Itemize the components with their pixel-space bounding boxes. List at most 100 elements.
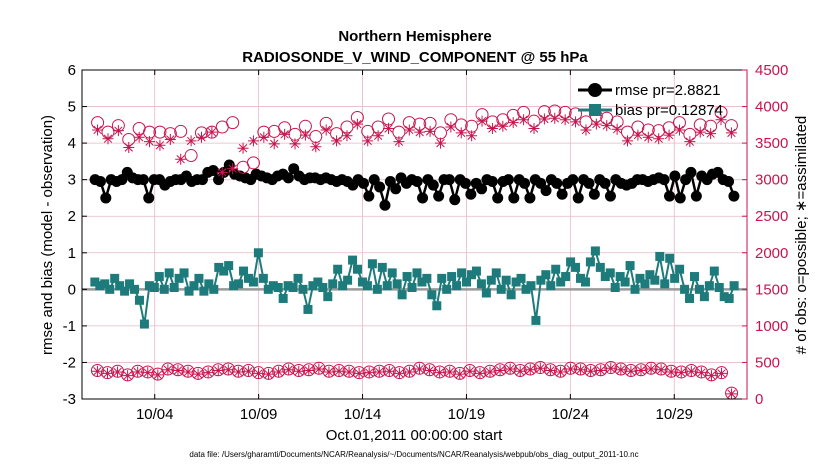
x-tick-label: 10/04 xyxy=(136,406,174,423)
obs-assimilated-point xyxy=(534,362,546,374)
obs-assimilated-point xyxy=(424,125,436,137)
obs-assimilated-point xyxy=(363,367,375,379)
obs-assimilated-point xyxy=(247,135,259,147)
rmse-point xyxy=(282,172,294,184)
bias-point xyxy=(90,277,100,287)
obs-assimilated-point xyxy=(665,366,677,378)
rmse-point xyxy=(476,183,488,195)
bias-point xyxy=(452,281,462,291)
obs-assimilated-point xyxy=(202,367,214,379)
obs-assimilated-point xyxy=(362,135,374,147)
obs-assimilated-point xyxy=(182,366,194,378)
obs-assimilated-point xyxy=(497,120,509,132)
bias-point xyxy=(680,284,690,294)
obs-assimilated-point xyxy=(554,366,566,378)
rmse-point xyxy=(567,174,579,186)
bias-point xyxy=(724,293,734,303)
obs-assimilated-point xyxy=(303,364,315,376)
bias-point xyxy=(580,277,590,287)
y-ticks-right: 0 500 1000 1500 2000 2500 3000 3500 4000 4500 xyxy=(742,62,788,408)
bias-point xyxy=(457,268,467,278)
obs-assimilated-point xyxy=(299,129,311,141)
rmse-point xyxy=(572,192,584,204)
obs-assimilated-point xyxy=(464,365,476,377)
bias-point xyxy=(635,273,645,283)
obs-assimilated-point xyxy=(544,364,556,376)
bias-point xyxy=(110,273,120,283)
bias-point xyxy=(134,295,144,305)
obs-assimilated-point xyxy=(320,124,332,136)
obs-assimilated-point xyxy=(268,138,280,150)
obs-assimilated-point xyxy=(635,364,647,376)
bias-point xyxy=(526,281,536,291)
bias-point xyxy=(650,275,660,285)
obs-assimilated-point xyxy=(192,368,204,380)
rmse-point xyxy=(690,190,702,202)
bias-point xyxy=(585,257,595,267)
obs-assimilated-point xyxy=(622,135,634,147)
obs-assimilated-point xyxy=(514,365,526,377)
y-tick-label-right: 2000 xyxy=(755,245,788,262)
rmse-point xyxy=(427,179,439,191)
bias-point xyxy=(243,273,253,283)
obs-assimilated-point xyxy=(195,131,207,143)
obs-possible-point xyxy=(184,149,198,163)
obs-assimilated-point xyxy=(538,113,550,125)
obs-assimilated-point xyxy=(549,112,561,124)
obs-assimilated-point xyxy=(206,126,218,138)
obs-assimilated-point xyxy=(705,370,717,382)
x-tick-label: 10/29 xyxy=(655,406,693,423)
obs-assimilated-point xyxy=(102,133,114,145)
obs-assimilated-point xyxy=(615,364,627,376)
rmse-point xyxy=(604,190,616,202)
obs-assimilated-point xyxy=(216,166,228,178)
series-rmse xyxy=(89,159,740,211)
bias-point xyxy=(689,272,699,282)
bias-point xyxy=(258,273,268,283)
chart-title: Northern Hemisphere xyxy=(338,28,491,45)
obs-assimilated-point xyxy=(675,367,687,379)
bias-point xyxy=(348,255,358,265)
footer-data-file: data file: /Users/gharamti/Documents/NCA… xyxy=(189,450,638,459)
rmse-point xyxy=(664,190,676,202)
obs-assimilated-point xyxy=(92,124,104,136)
obs-assimilated-point xyxy=(726,388,738,400)
obs-assimilated-point xyxy=(685,365,697,377)
obs-assimilated-point xyxy=(232,366,244,378)
obs-assimilated-point xyxy=(632,129,644,141)
rmse-point xyxy=(374,181,386,193)
y-axis-label-right: # of obs: o=possible; ∗=assimilated xyxy=(793,116,810,355)
obs-assimilated-point xyxy=(595,364,607,376)
obs-assimilated-point xyxy=(611,123,623,135)
y-tick-label-right: 3500 xyxy=(755,135,788,152)
rmse-point xyxy=(486,175,498,187)
obs-assimilated-point xyxy=(383,122,395,134)
obs-possible-point xyxy=(153,125,167,139)
obs-assimilated-point xyxy=(504,363,516,375)
obs-assimilated-point xyxy=(684,136,696,148)
y-tick-label-left: 3 xyxy=(68,172,76,189)
bias-point xyxy=(239,266,249,276)
legend-rmse-text: rmse pr=2.8821 xyxy=(615,82,720,99)
bias-point xyxy=(576,273,586,283)
bias-point xyxy=(323,292,333,302)
obs-assimilated-point xyxy=(484,366,496,378)
bias-point xyxy=(144,281,154,291)
bias-point xyxy=(729,281,739,291)
obs-assimilated-point xyxy=(580,124,592,136)
bias-point xyxy=(605,268,615,278)
bias-point xyxy=(288,283,298,293)
bias-point xyxy=(471,266,481,276)
x-tick-label: 10/24 xyxy=(552,406,590,423)
bias-point xyxy=(709,266,719,276)
obs-assimilated-point xyxy=(673,124,685,136)
rmse-point xyxy=(492,192,504,204)
bias-point xyxy=(333,264,343,274)
legend: rmse pr=2.8821 bias pr=0.12874 xyxy=(578,82,723,119)
obs-assimilated-point xyxy=(507,117,519,129)
bias-point xyxy=(214,262,224,272)
rmse-point xyxy=(100,192,112,204)
obs-assimilated-point xyxy=(152,369,164,381)
obs-assimilated-point xyxy=(172,364,184,376)
obs-assimilated-point xyxy=(133,131,145,143)
